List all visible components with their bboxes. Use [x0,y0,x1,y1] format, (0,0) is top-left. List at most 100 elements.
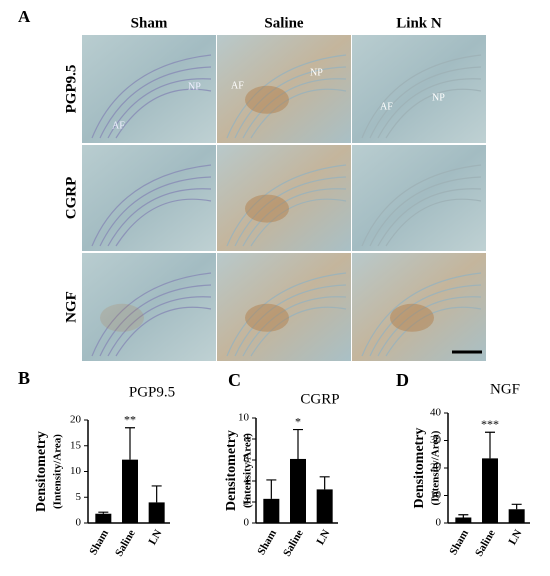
significance: *** [481,417,499,431]
row-header: NGF [63,291,79,323]
tissue-fiber [99,176,212,247]
tissue-image [217,145,351,251]
column-header: Saline [264,15,304,31]
stain [100,303,144,332]
error-bar [319,476,330,490]
bar [148,502,165,523]
tissue-image [82,145,216,251]
y-tick-label: 10 [430,489,442,501]
tissue-fiber [242,188,347,247]
tissue-fiber [361,272,482,357]
tissue-fiber [242,296,347,357]
tissue-fiber [361,164,482,247]
x-tick-label: Sham [255,528,279,557]
error-bar [511,503,522,510]
tissue-fiber [115,88,212,139]
significance: ** [124,412,136,426]
y-tick-label: 10 [70,465,82,477]
tissue-fiber [226,54,347,139]
tissue-fiber [242,78,347,139]
tissue-fiber [385,306,482,357]
tissue-fiber [250,198,347,247]
tissue-image [352,145,486,251]
error-bar [125,427,135,460]
tissue-fiber [369,284,482,357]
tissue-fiber [385,198,482,247]
significance: * [295,414,301,428]
panel-label: C [228,370,241,390]
tissue-fiber [234,176,347,247]
panel-label: D [396,370,409,390]
error-bar [266,479,277,499]
y-axis-label: Densitometry [34,431,49,512]
stain [245,303,289,332]
tissue-fiber [369,176,482,247]
tissue-fiber [361,54,482,139]
row-header: CGRP [63,177,79,220]
y-tick-label: 0 [436,517,442,529]
y-tick-label: 4 [244,475,250,487]
row-header: PGP9.5 [63,65,79,114]
chart-title: CGRP [300,391,339,407]
y-tick-label: 0 [244,517,250,529]
error-bar [485,431,495,459]
y-tick-label: 30 [430,434,442,446]
bar [455,517,472,523]
x-tick-label: LN [506,528,524,547]
y-tick-label: 20 [70,414,82,426]
tissue-fiber [250,306,347,357]
column-header: Sham [131,15,168,31]
tissue-fiber [377,188,482,247]
y-tick-label: 5 [76,491,82,503]
tissue-fiber [234,284,347,357]
image-grid [82,35,486,361]
y-axis-label: (Intensity/Area) [242,433,254,508]
bar [482,458,498,523]
error-bar [293,428,303,459]
y-axis-label: Densitometry [224,430,239,511]
bar [122,459,138,523]
chart-title: NGF [490,381,520,397]
y-tick-label: 8 [244,433,250,445]
image-label: AF [112,120,125,131]
y-axis-label: Densitometry [412,428,427,509]
y-tick-label: 20 [430,462,442,474]
image-label: AF [380,101,393,112]
x-tick-label: Sham [447,528,471,557]
x-tick-label: LN [314,528,332,547]
image-label: AF [231,80,244,91]
tissue-fiber [115,198,212,247]
y-axis-label: (Intensity/Area) [52,434,64,509]
tissue-fiber [107,296,212,357]
tissue-fiber [91,164,212,247]
tissue-fiber [226,272,347,357]
y-axis-label: (Intensity/Area) [430,430,442,505]
tissue-fiber [107,78,212,139]
tissue-fiber [91,54,212,139]
y-tick-label: 40 [430,407,442,419]
tissue-fiber [115,306,212,357]
y-tick-label: 0 [76,517,82,529]
tissue-fiber [226,164,347,247]
tissue-fiber [234,66,347,139]
bar [263,498,280,523]
x-tick-label: LN [146,528,164,547]
image-label: NP [432,92,445,103]
bar [95,513,112,523]
tissue-fiber [99,66,212,139]
image-label: NP [188,81,201,92]
error-bar [458,514,469,518]
tissue-fiber [107,188,212,247]
y-tick-label: 2 [244,496,250,508]
column-header: Link N [396,15,442,31]
tissue-fiber [377,78,482,139]
tissue-fiber [385,88,482,139]
y-tick-label: 15 [70,439,82,451]
error-bar [151,485,162,503]
panel-label: A [18,7,31,26]
tissue-fiber [91,272,212,357]
panel-label: B [18,368,30,388]
image-label: NP [310,67,323,78]
x-tick-label: Sham [87,528,111,557]
